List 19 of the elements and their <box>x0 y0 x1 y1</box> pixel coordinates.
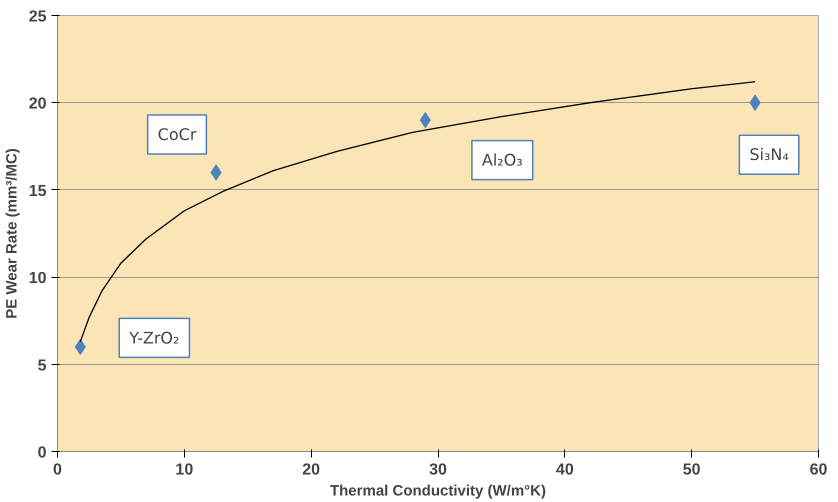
x-tick-label: 20 <box>302 462 320 478</box>
y-tick-label: 15 <box>28 182 47 200</box>
y-tick-label: 5 <box>38 357 47 374</box>
x-axis-title: Thermal Conductivity (W/m°K) <box>330 482 546 500</box>
y-tick-label: 10 <box>28 270 47 288</box>
x-tick-label: 30 <box>429 462 447 478</box>
annotation: Al₂O₃ <box>482 150 523 170</box>
annotation: Si₃N₄ <box>749 145 789 164</box>
x-tick-label: 0 <box>53 462 62 478</box>
x-tick-label: 50 <box>682 462 701 478</box>
y-tick-label: 20 <box>28 96 47 113</box>
x-tick-label: 60 <box>810 462 828 478</box>
y-axis-title: PE Wear Rate (mm³/MC) <box>4 148 21 319</box>
x-tick-label: 40 <box>556 462 574 478</box>
y-tick-label: 25 <box>28 8 47 26</box>
y-tick-label: 0 <box>38 444 47 462</box>
annotation: Y-ZrO₂ <box>128 328 180 348</box>
annotation: CoCr <box>158 124 197 144</box>
x-tick-label: 10 <box>175 462 194 478</box>
